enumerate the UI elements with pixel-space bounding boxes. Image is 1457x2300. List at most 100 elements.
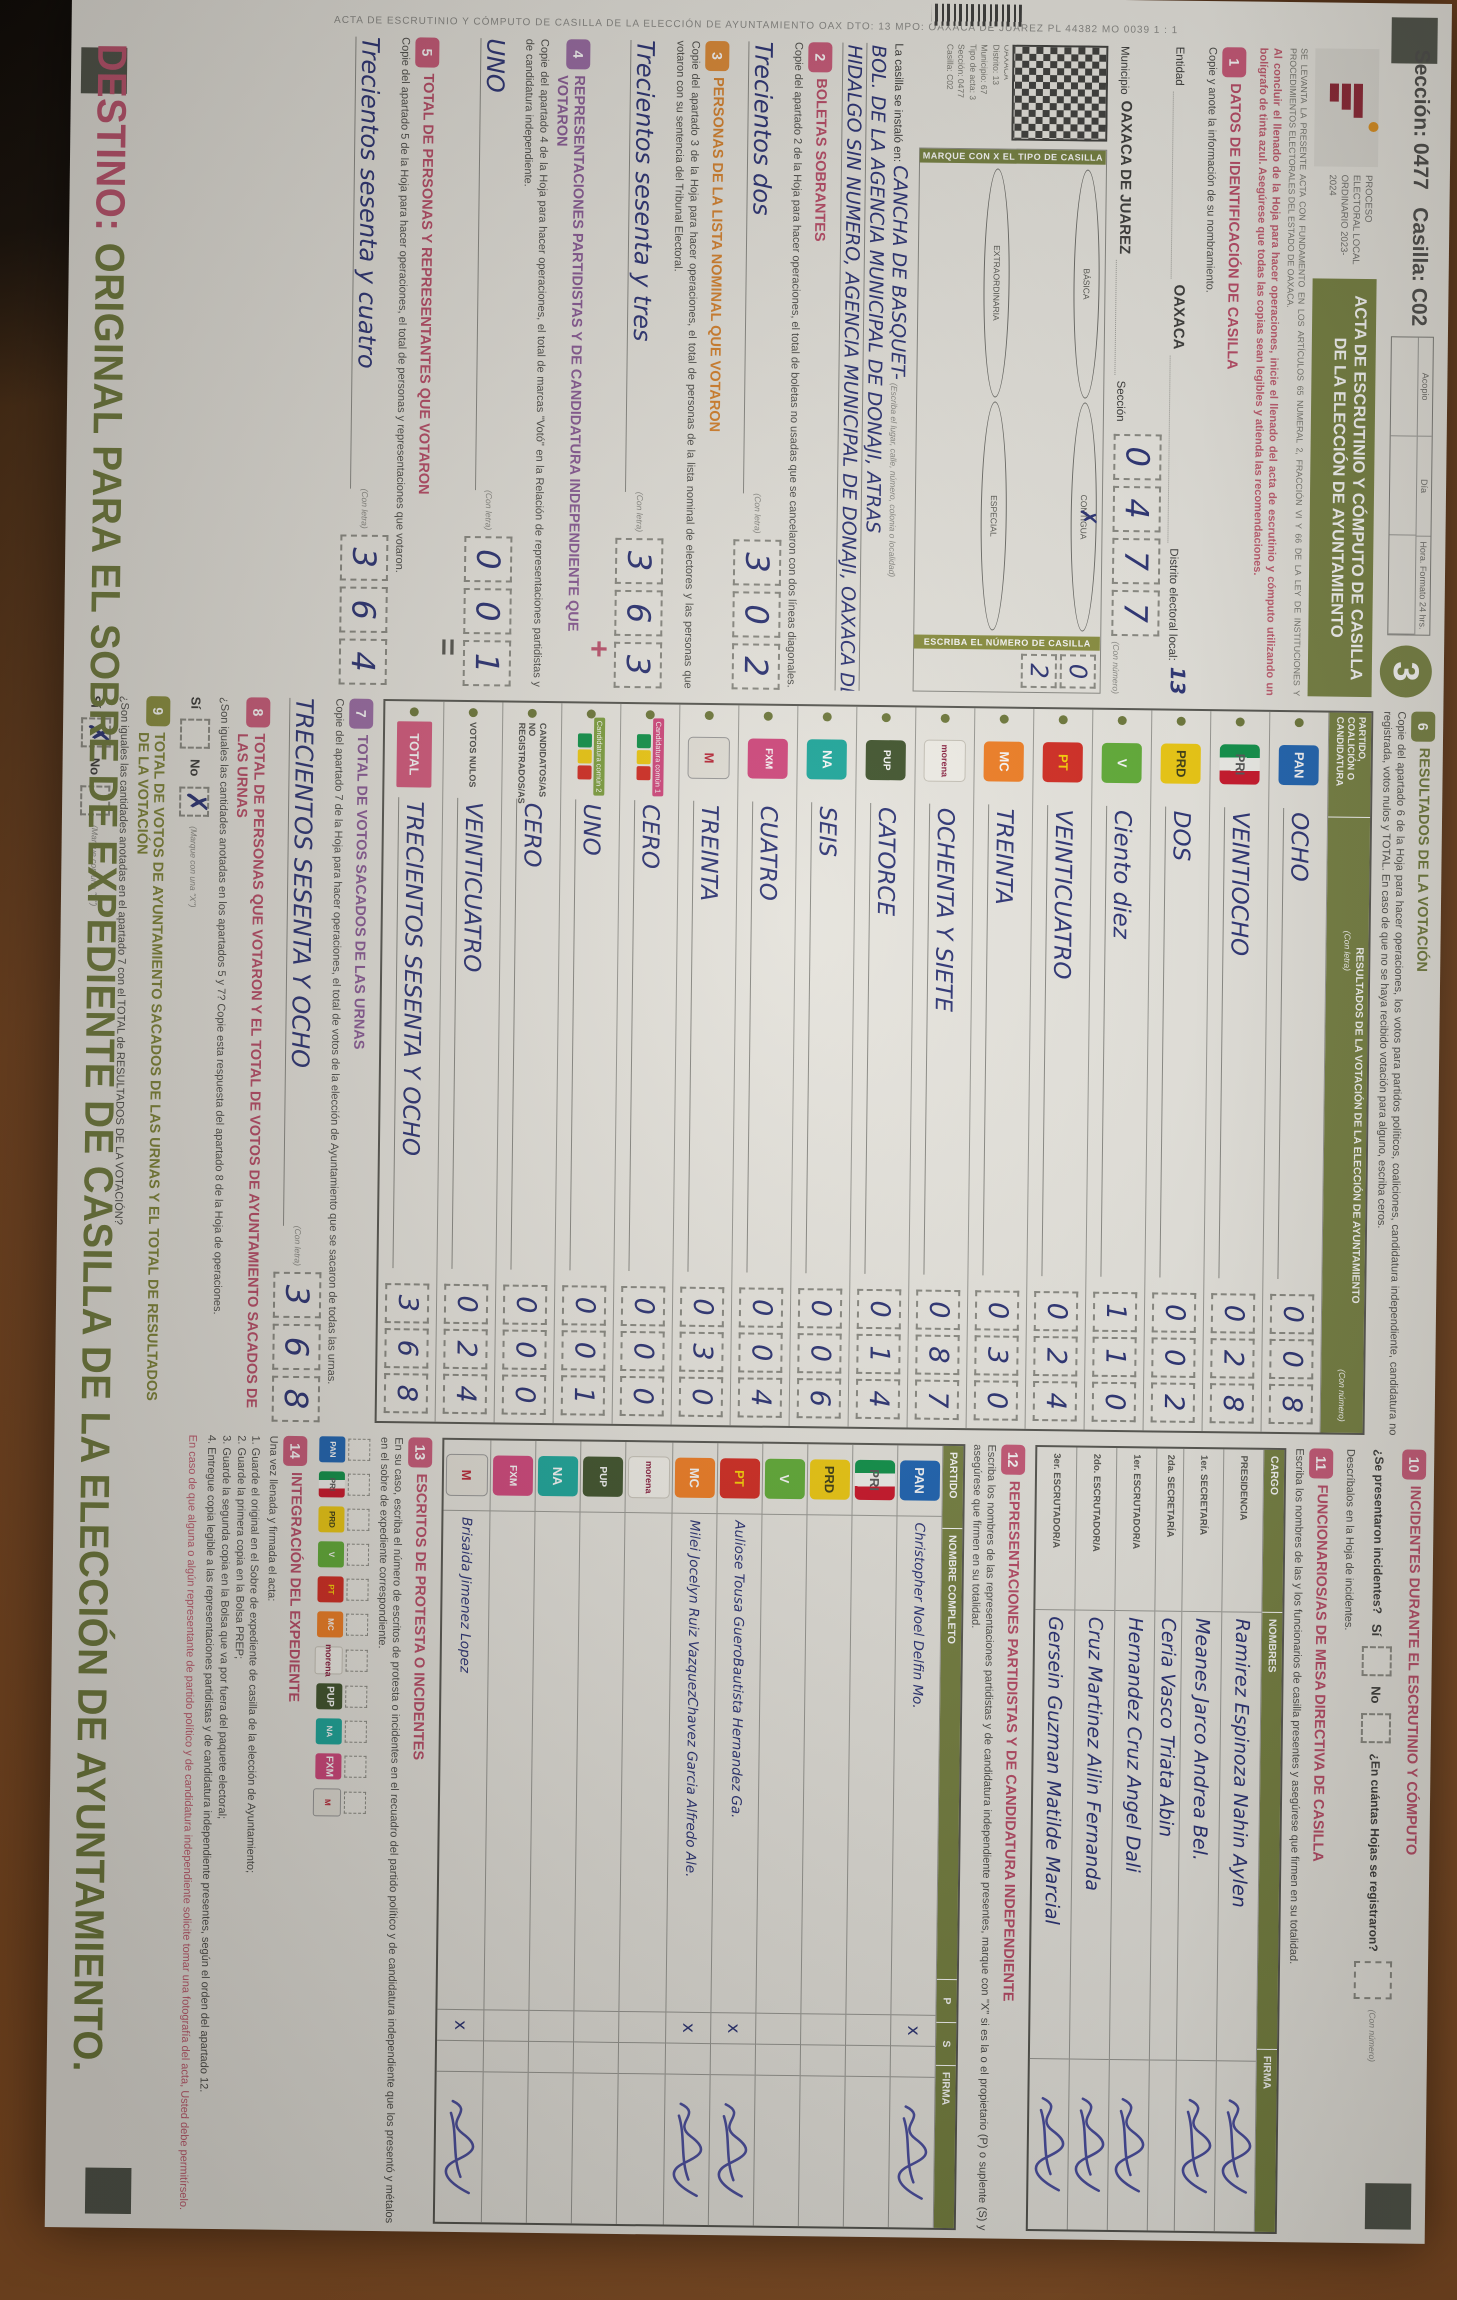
votos-urnas-digit[interactable]: 6 [272,1323,321,1371]
representaciones-digit[interactable]: 0 [463,587,512,635]
votes-digit-pan[interactable]: 0 [1269,1293,1315,1335]
numero-casilla-digit[interactable]: 0 [1059,654,1097,689]
escritos-count-box[interactable] [345,1685,368,1708]
representaciones-digit[interactable]: 0 [463,535,513,583]
votes-letra-pvem[interactable]: Ciento diez [1100,805,1137,1278]
representante-nombre[interactable] [574,1512,625,2012]
propietario-checkbox[interactable] [618,2011,666,2044]
escritos-count-box[interactable] [345,1649,369,1672]
representante-nombre[interactable] [619,1513,672,2013]
suplente-checkbox[interactable] [436,2040,483,2073]
votes-digit-morena[interactable]: 0 [916,1289,961,1331]
votes-digit-prd[interactable]: 0 [1151,1292,1197,1333]
votes-digit-pri[interactable]: 8 [1209,1383,1255,1424]
representante-firma-cell[interactable] [572,2073,618,2224]
votes-digit-total[interactable]: 8 [383,1373,429,1414]
votes-digit-nulos[interactable]: 2 [443,1328,488,1370]
propietario-checkbox[interactable] [800,2014,846,2046]
votes-letra-morena[interactable]: OCHENTA Y SIETE [923,803,960,1276]
funcionario-nombre[interactable]: Hernandez Cruz Angel Dali [1110,1611,1155,2061]
escritos-count-box[interactable] [348,1438,371,1461]
votes-digit-mc[interactable]: 3 [974,1335,1019,1376]
funcionario-firma-cell[interactable] [1148,2060,1176,2230]
escritos-count-box[interactable] [347,1543,370,1566]
representante-nombre[interactable]: Christopher Noel Delfin Mo. [891,1516,942,2016]
seccion-digit[interactable]: 7 [1112,537,1161,585]
votes-digit-nulos[interactable]: 0 [444,1283,489,1325]
votes-digit-loc[interactable]: 0 [680,1286,725,1328]
votes-digit-pt[interactable]: 4 [1032,1380,1078,1422]
funcionario-nombre[interactable]: Ramirez Espinoza Nahin Aylen [1217,1612,1262,2062]
votes-digit-fxm[interactable]: 0 [738,1332,783,1373]
propietario-checkbox[interactable]: x [890,2015,936,2047]
votes-digit-cc1[interactable]: 0 [620,1330,665,1372]
votes-letra-total[interactable]: TRECIENTOS SESENTA Y OCHO [392,797,429,1269]
votes-digit-nao[interactable]: 0 [797,1333,842,1374]
votes-letra-pt[interactable]: VEINTICUATRO [1041,805,1078,1277]
representante-firma-cell[interactable] [664,2075,710,2226]
section-8-si-checkbox[interactable] [180,718,211,750]
representante-nombre[interactable]: Auliose Tousa Guero Bautista Hernandez Ga… [711,1514,762,2014]
total-personas-letra[interactable]: Trecientos sesenta y cuatro [350,36,385,489]
votes-digit-morena[interactable]: 8 [915,1334,960,1376]
votes-letra-fxm[interactable]: CUATRO [746,801,783,1273]
votes-letra-nao[interactable]: SEIS [805,802,842,1274]
representante-firma-cell[interactable] [754,2076,800,2227]
seccion-digit[interactable]: 0 [1113,433,1162,481]
propietario-checkbox[interactable]: x [710,2013,756,2045]
votes-digit-cc1[interactable]: 0 [619,1375,665,1417]
escritos-count-box[interactable] [346,1613,369,1636]
dia-cell[interactable] [1389,436,1417,536]
votes-letra-pri[interactable]: VEINTIOCHO [1218,807,1255,1279]
votes-digit-nao[interactable]: 6 [796,1378,842,1419]
propietario-checkbox[interactable] [528,2010,574,2043]
representaciones-digit[interactable]: 1 [462,639,512,687]
boletas-sobrantes-letra[interactable]: Trecientos dos [743,41,778,494]
acopio-cell[interactable] [1390,336,1418,437]
suplente-checkbox[interactable] [755,2044,800,2077]
representante-firma-cell[interactable] [617,2074,665,2225]
representante-nombre[interactable] [801,1515,852,2015]
funcionario-firma-cell[interactable] [1068,2059,1109,2229]
escritos-count-box[interactable] [344,1720,368,1743]
votes-digit-pup[interactable]: 1 [856,1333,901,1375]
incidentes-si-checkbox[interactable] [1361,1646,1392,1677]
votes-digit-pvem[interactable]: 1 [1092,1336,1137,1378]
boletas-digit[interactable]: 3 [732,539,781,586]
representante-nombre[interactable]: Brisaida Jimenez Lopez [437,1510,490,2011]
votos-urnas-letra[interactable]: TRECIENTOS SESENTA Y OCHO [283,697,319,1227]
votes-digit-fxm[interactable]: 0 [739,1287,784,1328]
funcionario-firma-cell[interactable] [1175,2061,1216,2231]
votes-digit-pan[interactable]: 8 [1268,1383,1314,1425]
section-8-no-checkbox[interactable] [179,786,210,817]
votes-digit-mc[interactable]: 0 [974,1290,1020,1331]
votes-digit-total[interactable]: 3 [385,1283,430,1324]
municipio-value[interactable]: OAXACA DE JUAREZ [1116,100,1136,255]
funcionario-nombre[interactable]: Meanes Jarco Andrea Bel. [1177,1611,1222,2062]
votes-letra-nulos[interactable]: VEINTICUATRO [451,797,488,1270]
boletas-digit[interactable]: 0 [731,591,781,638]
tipo-casilla-básica[interactable]: BÁSICA [1072,169,1102,399]
votes-digit-cc2[interactable]: 1 [560,1375,606,1416]
escritos-count-box[interactable] [347,1508,370,1531]
suplente-checkbox[interactable] [528,2041,573,2074]
votes-letra-pup[interactable]: CATORCE [864,802,901,1275]
representante-firma-cell[interactable] [799,2076,845,2227]
votes-digit-pt[interactable]: 0 [1033,1290,1079,1332]
suplente-checkbox[interactable] [890,2046,935,2078]
votes-digit-mc[interactable]: 0 [973,1380,1019,1421]
propietario-checkbox[interactable] [573,2011,619,2043]
votes-digit-pup[interactable]: 0 [857,1288,902,1330]
votes-digit-cc2[interactable]: 0 [561,1330,606,1371]
votos-urnas-digit[interactable]: 3 [272,1271,322,1319]
total-personas-digit[interactable]: 6 [339,586,388,634]
representante-nombre[interactable]: Milei Jocelyn Ruiz Vazquez Chavez Garcia … [666,1513,717,2014]
votes-digit-fxm[interactable]: 4 [737,1377,783,1418]
votes-digit-noreg[interactable]: 0 [502,1329,547,1371]
votes-digit-total[interactable]: 6 [384,1328,429,1369]
tipo-casilla-contigua[interactable]: CONTIGUA [1069,402,1099,632]
